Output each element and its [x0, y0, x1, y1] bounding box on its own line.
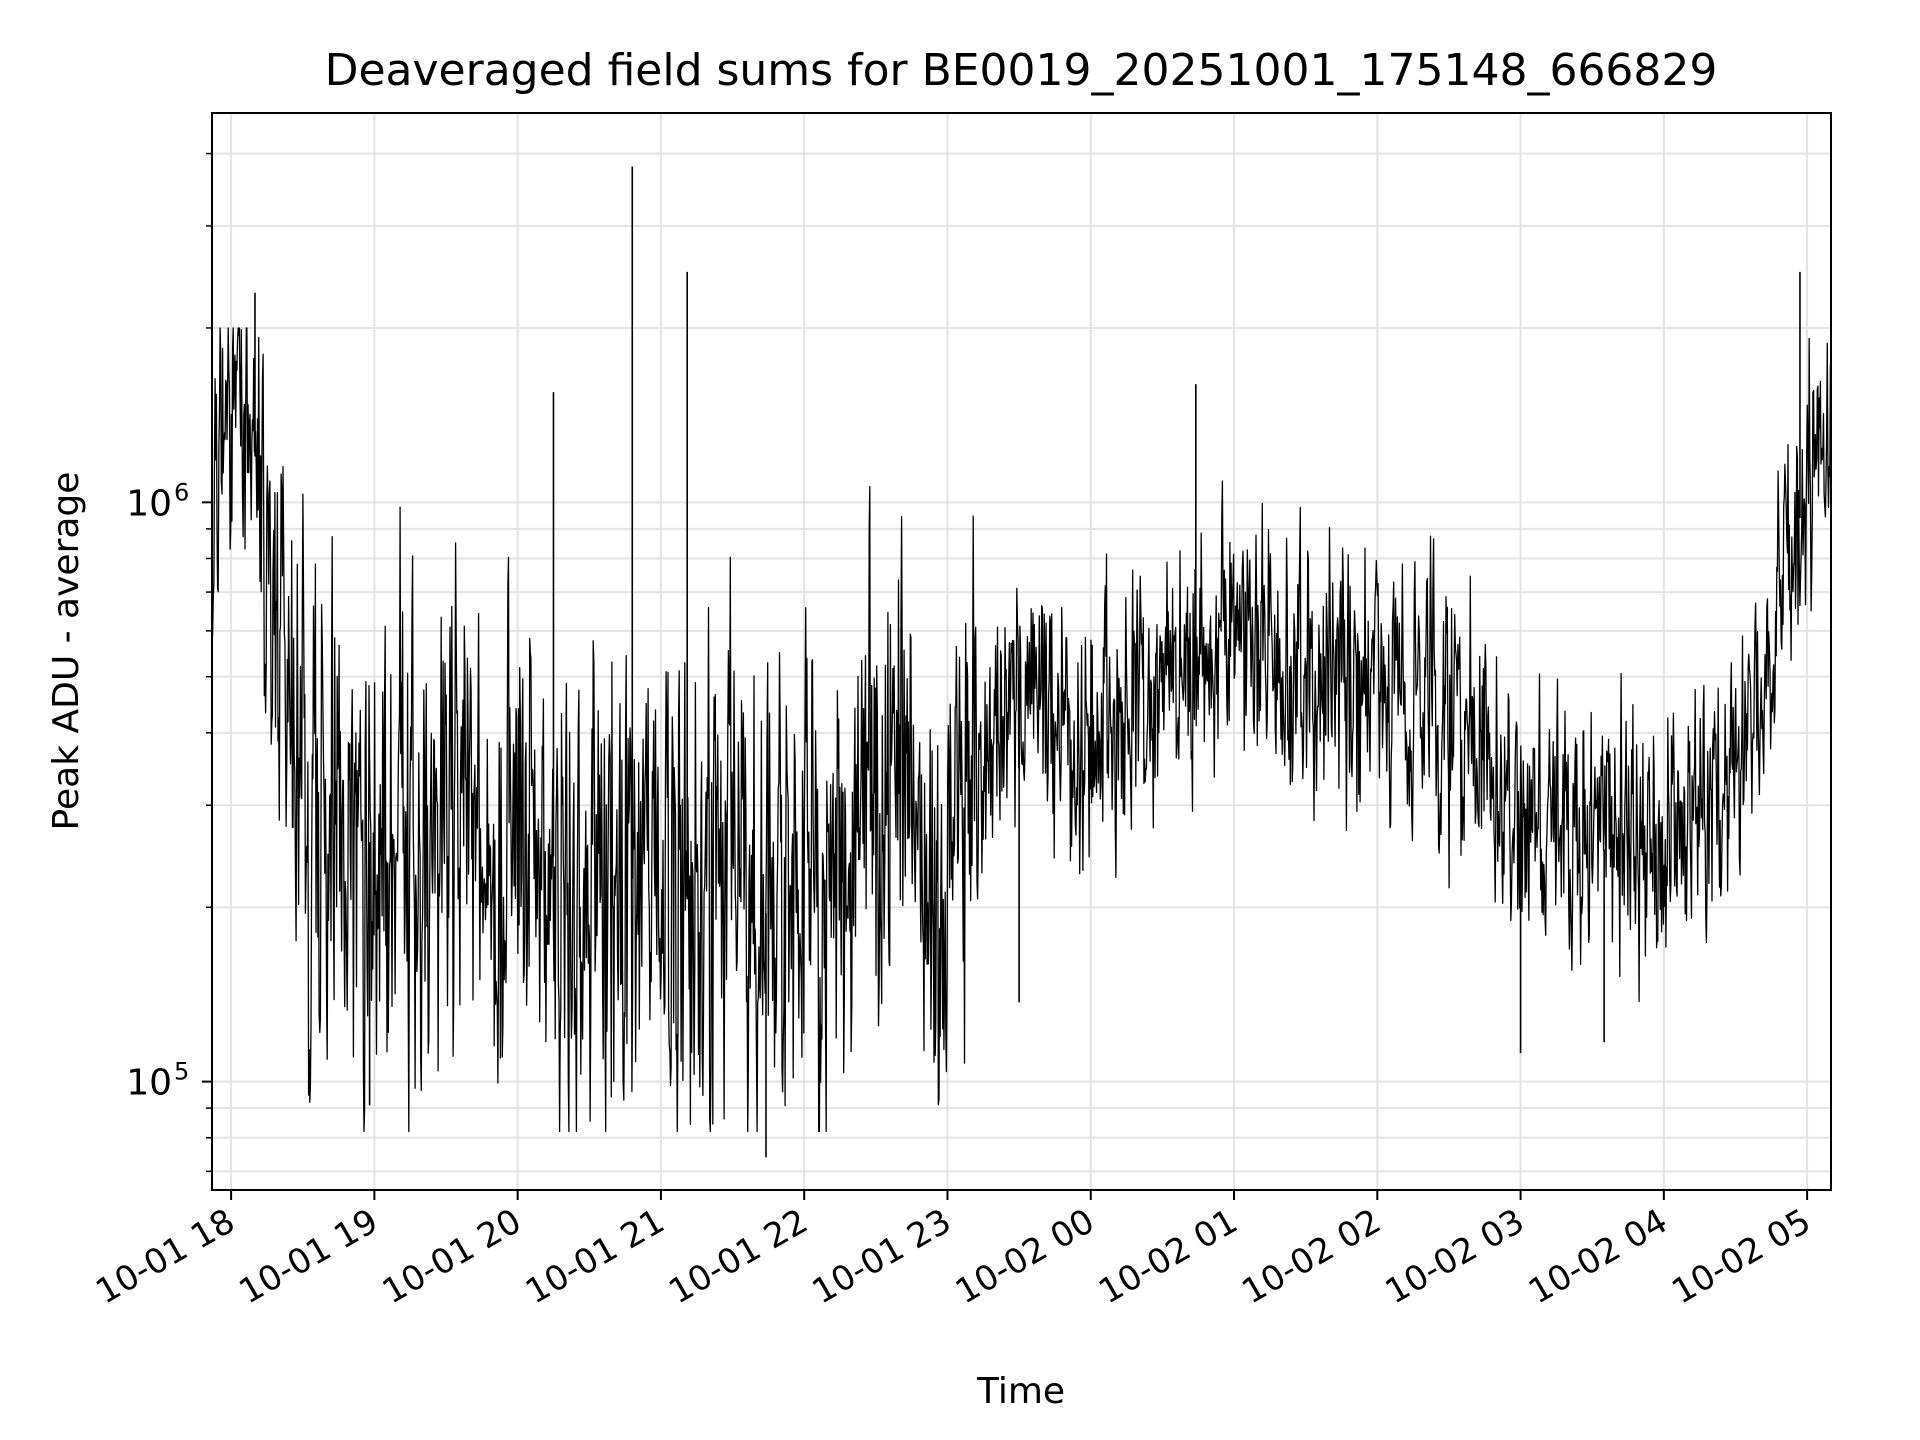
x-axis-label: Time	[976, 1371, 1065, 1412]
y-tick-label: 10	[126, 1063, 172, 1104]
plot-area	[212, 166, 1831, 1158]
series-group	[212, 166, 1831, 1158]
y-tick-label: 10	[126, 483, 172, 524]
series-line	[212, 327, 1831, 1133]
y-axis-label: Peak ADU - average	[46, 472, 87, 831]
y-tick-label-exponent: 6	[174, 478, 189, 506]
y-tick-label-exponent: 5	[174, 1058, 189, 1086]
grid	[212, 113, 1831, 1190]
plot-frame	[211, 112, 1832, 1191]
chart-title: Deaveraged field sums for BE0019_2025100…	[325, 45, 1718, 96]
